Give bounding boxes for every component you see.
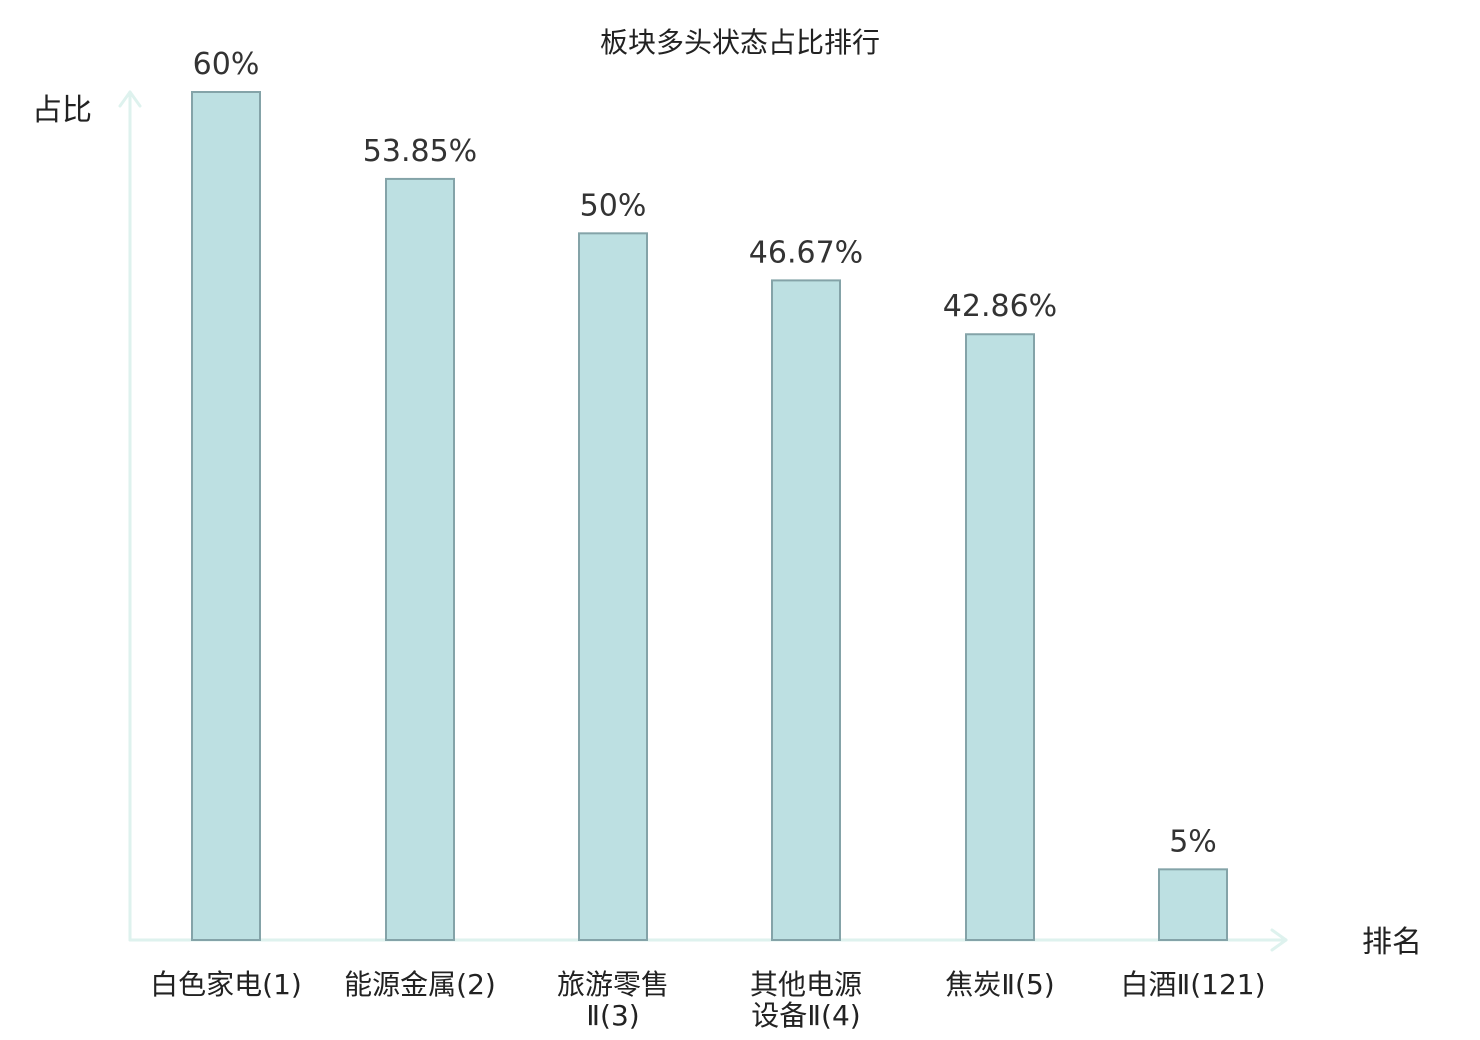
bar-3 <box>578 232 648 942</box>
x-tick-label-2: 能源金属(2) <box>344 968 496 1001</box>
bar-6 <box>1158 868 1228 941</box>
bar-value-label-5: 42.86% <box>943 289 1057 324</box>
x-axis-arrow <box>1270 928 1288 952</box>
x-tick-label-4-line-2: 设备Ⅱ(4) <box>751 999 860 1032</box>
x-tick-label-1: 白色家电(1) <box>150 968 302 1001</box>
bar-4 <box>771 279 841 941</box>
x-tick-label-4-line-1: 其他电源 <box>750 968 862 1001</box>
bar-2 <box>385 177 455 942</box>
x-axis-title: 排名 <box>1362 925 1422 960</box>
x-tick-label-3-line-1: 旅游零售 <box>557 968 669 1001</box>
bar-5 <box>965 333 1035 941</box>
bar-value-label-4: 46.67% <box>749 235 863 270</box>
x-tick-label-5: 焦炭Ⅱ(5) <box>945 968 1054 1001</box>
x-tick-label-3-line-2: Ⅱ(3) <box>586 999 639 1032</box>
y-axis-title: 占比 <box>32 93 92 128</box>
y-axis-arrow <box>118 90 142 108</box>
bar-value-label-3: 50% <box>580 188 647 223</box>
bar-value-label-2: 53.85% <box>363 134 477 169</box>
x-tick-label-6: 白酒Ⅱ(121) <box>1120 968 1265 1001</box>
bar-value-label-6: 5% <box>1169 824 1217 859</box>
bar-value-label-1: 60% <box>193 47 260 82</box>
chart-title: 板块多头状态占比排行 <box>600 26 880 59</box>
bar-1 <box>191 91 261 941</box>
